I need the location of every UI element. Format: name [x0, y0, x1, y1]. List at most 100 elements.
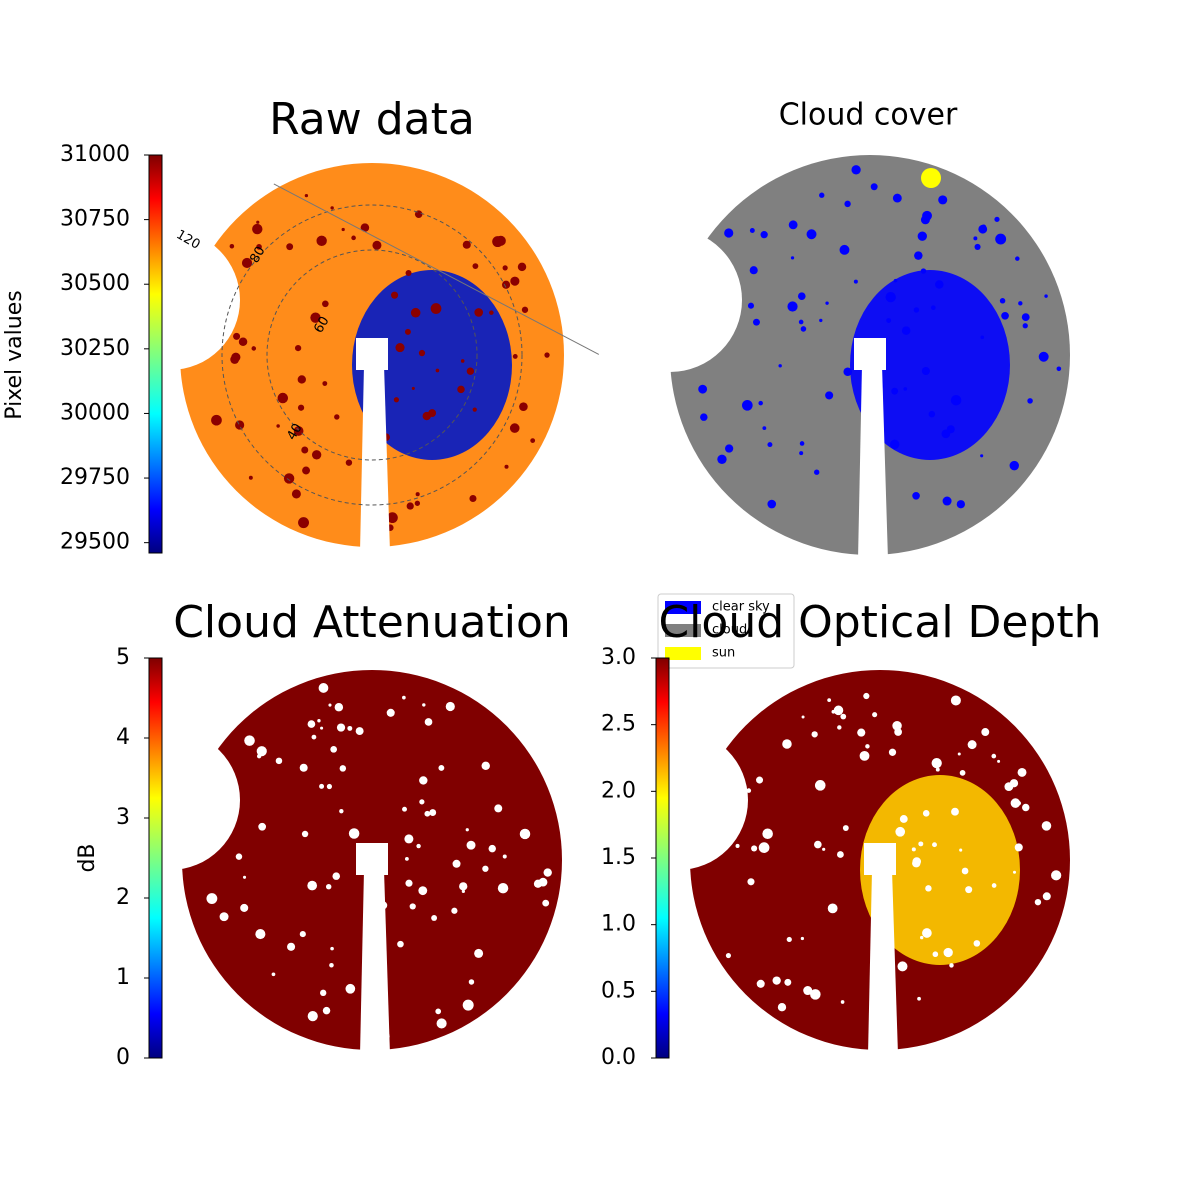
- sky-spot: [932, 842, 937, 848]
- sky-spot: [330, 745, 338, 753]
- sky-spot: [418, 349, 426, 357]
- sky-spot: [810, 989, 821, 1000]
- sky-spot: [429, 809, 437, 816]
- mask: [360, 870, 390, 1055]
- sky-spot: [833, 705, 844, 716]
- sky-spot: [803, 986, 813, 996]
- sky-spot: [419, 776, 428, 785]
- sky-spot: [790, 256, 795, 260]
- sky-spot: [973, 940, 981, 947]
- colorbar-tick-label: 30500: [60, 271, 130, 296]
- sky-spot: [784, 978, 792, 986]
- sky-spot: [512, 353, 518, 359]
- sky-spot: [251, 346, 257, 351]
- sky-spot: [395, 343, 405, 353]
- sky-spot: [741, 399, 753, 411]
- sky-spot: [451, 907, 458, 914]
- sky-spot: [899, 815, 908, 823]
- sky-spot: [957, 752, 961, 756]
- sky-spot: [717, 454, 727, 464]
- sky-spot: [999, 298, 1006, 304]
- sky-spot: [786, 936, 792, 943]
- sky-spot: [504, 464, 509, 469]
- sky-spot: [758, 400, 763, 406]
- sky-spot: [466, 840, 476, 850]
- sky-spot: [307, 1011, 318, 1022]
- sky-spot: [287, 942, 296, 951]
- sky-spot: [240, 903, 249, 912]
- sky-spot: [892, 193, 902, 203]
- sky-spot: [461, 889, 465, 894]
- sky-spot: [912, 859, 921, 868]
- sky-spot: [724, 444, 734, 453]
- sky-spot: [725, 952, 732, 959]
- sky-spot: [925, 885, 932, 892]
- sky-spot: [252, 223, 263, 235]
- legend-label: clear sky: [712, 600, 770, 615]
- sky-spot: [206, 893, 218, 904]
- colorbar-tick-label: 29750: [60, 465, 130, 490]
- sky-spot: [297, 404, 305, 411]
- sky-spot: [405, 879, 413, 887]
- sky-spot: [345, 983, 356, 994]
- sky-spot: [406, 502, 414, 510]
- sky-spot: [892, 721, 902, 731]
- sky-spot: [345, 459, 353, 466]
- mask: [100, 230, 240, 370]
- sky-spot: [341, 227, 345, 232]
- sky-spot: [842, 825, 849, 831]
- sky-spot: [489, 310, 494, 315]
- sky-spot: [244, 735, 255, 746]
- sun: [921, 168, 941, 188]
- colorbar-label: Pixel values: [2, 290, 27, 419]
- mask: [854, 338, 886, 370]
- sky-spot: [316, 235, 327, 247]
- sky-spot: [917, 996, 921, 1001]
- sky-spot: [256, 746, 267, 757]
- sky-spot: [851, 165, 861, 175]
- sky-spot: [257, 754, 262, 759]
- sky-spot: [1044, 294, 1048, 298]
- sky-spot: [814, 469, 820, 475]
- panel-title: Cloud cover: [779, 98, 958, 133]
- sky-spot: [872, 712, 878, 718]
- sky-spot: [912, 491, 920, 500]
- sky-spot: [299, 931, 306, 938]
- sky-spot: [351, 235, 356, 241]
- sky-spot: [801, 715, 805, 719]
- sky-spot: [322, 1006, 331, 1015]
- sky-spot: [332, 872, 341, 880]
- sky-spot: [497, 882, 509, 894]
- sky-spot: [920, 935, 924, 940]
- sky-spot: [840, 1000, 845, 1004]
- sky-spot: [942, 496, 952, 506]
- sky-spot: [949, 963, 954, 968]
- sky-spot: [435, 1008, 442, 1015]
- colorbar-tick-label: 1: [116, 965, 130, 990]
- sky-spot: [275, 757, 283, 765]
- sky-spot: [747, 878, 755, 886]
- sky-spot: [951, 807, 959, 816]
- sky-spot: [950, 695, 961, 706]
- sky-spot: [386, 708, 395, 717]
- sky-spot: [1042, 892, 1051, 901]
- sky-spot: [445, 701, 455, 712]
- sky-spot: [825, 301, 829, 305]
- sky-spot: [865, 744, 870, 749]
- sky-spot: [474, 948, 484, 958]
- sky-spot: [853, 279, 858, 284]
- sky-spot: [772, 976, 781, 985]
- sky-spot: [502, 265, 508, 271]
- sky-spot: [330, 206, 334, 210]
- sky-spot: [735, 843, 740, 848]
- sky-spot: [317, 719, 321, 723]
- sky-spot: [890, 439, 900, 450]
- sky-spot: [991, 883, 997, 888]
- sky-spot: [903, 387, 908, 391]
- sky-spot: [980, 454, 984, 458]
- sky-spot: [259, 747, 263, 751]
- sky-spot: [922, 810, 930, 817]
- legend-swatch: [665, 624, 701, 637]
- colorbar-tick-label: 2.5: [601, 712, 636, 737]
